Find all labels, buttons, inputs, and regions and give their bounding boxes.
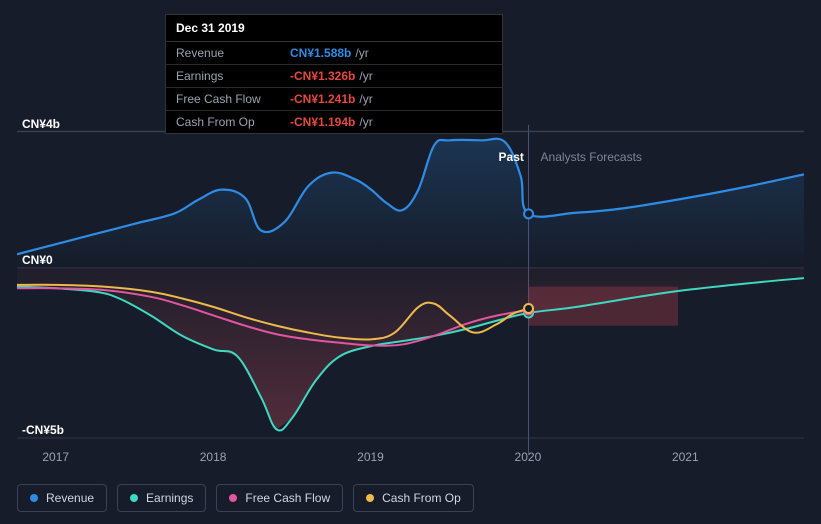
earnings-revenue-chart[interactable] xyxy=(17,125,804,455)
x-axis-label: 2020 xyxy=(515,450,542,464)
tooltip-label: Cash From Op xyxy=(176,115,272,129)
past-label: Past xyxy=(499,150,524,164)
tooltip-row: Free Cash Flow -CN¥1.241b/yr xyxy=(166,88,502,111)
tooltip-value: -CN¥1.326b xyxy=(290,69,355,83)
tooltip-row: Cash From Op -CN¥1.194b/yr xyxy=(166,111,502,133)
legend-label: Free Cash Flow xyxy=(245,491,330,505)
legend-swatch xyxy=(229,494,237,502)
tooltip-value: CN¥1.588b xyxy=(290,46,351,60)
legend-item-cfo[interactable]: Cash From Op xyxy=(353,484,474,512)
legend-label: Cash From Op xyxy=(382,491,461,505)
x-axis-label: 2017 xyxy=(42,450,69,464)
legend-label: Revenue xyxy=(46,491,94,505)
tooltip-suffix: /yr xyxy=(359,69,372,83)
tooltip-value: -CN¥1.194b xyxy=(290,115,355,129)
tooltip-suffix: /yr xyxy=(359,115,372,129)
tooltip-suffix: /yr xyxy=(355,46,368,60)
legend-swatch xyxy=(130,494,138,502)
legend-item-revenue[interactable]: Revenue xyxy=(17,484,107,512)
legend-swatch xyxy=(366,494,374,502)
tooltip-label: Free Cash Flow xyxy=(176,92,272,106)
tooltip-label: Earnings xyxy=(176,69,272,83)
forecast-label: Analysts Forecasts xyxy=(541,150,642,164)
chart-svg xyxy=(17,125,804,455)
legend-swatch xyxy=(30,494,38,502)
x-axis-label: 2019 xyxy=(357,450,384,464)
tooltip-label: Revenue xyxy=(176,46,272,60)
legend-item-fcf[interactable]: Free Cash Flow xyxy=(216,484,343,512)
tooltip-value: -CN¥1.241b xyxy=(290,92,355,106)
tooltip-suffix: /yr xyxy=(359,92,372,106)
chart-legend: Revenue Earnings Free Cash Flow Cash From O… xyxy=(17,484,474,512)
legend-item-earnings[interactable]: Earnings xyxy=(117,484,206,512)
x-axis-label: 2021 xyxy=(672,450,699,464)
x-axis-label: 2018 xyxy=(200,450,227,464)
tooltip-row: Revenue CN¥1.588b/yr xyxy=(166,42,502,65)
chart-tooltip: Dec 31 2019 Revenue CN¥1.588b/yr Earnings -… xyxy=(165,14,503,134)
tooltip-row: Earnings -CN¥1.326b/yr xyxy=(166,65,502,88)
y-axis-label: CN¥4b xyxy=(22,117,60,131)
tooltip-title: Dec 31 2019 xyxy=(166,15,502,42)
legend-label: Earnings xyxy=(146,491,193,505)
y-axis-label: CN¥0 xyxy=(22,253,53,267)
y-axis-label: -CN¥5b xyxy=(22,423,64,437)
